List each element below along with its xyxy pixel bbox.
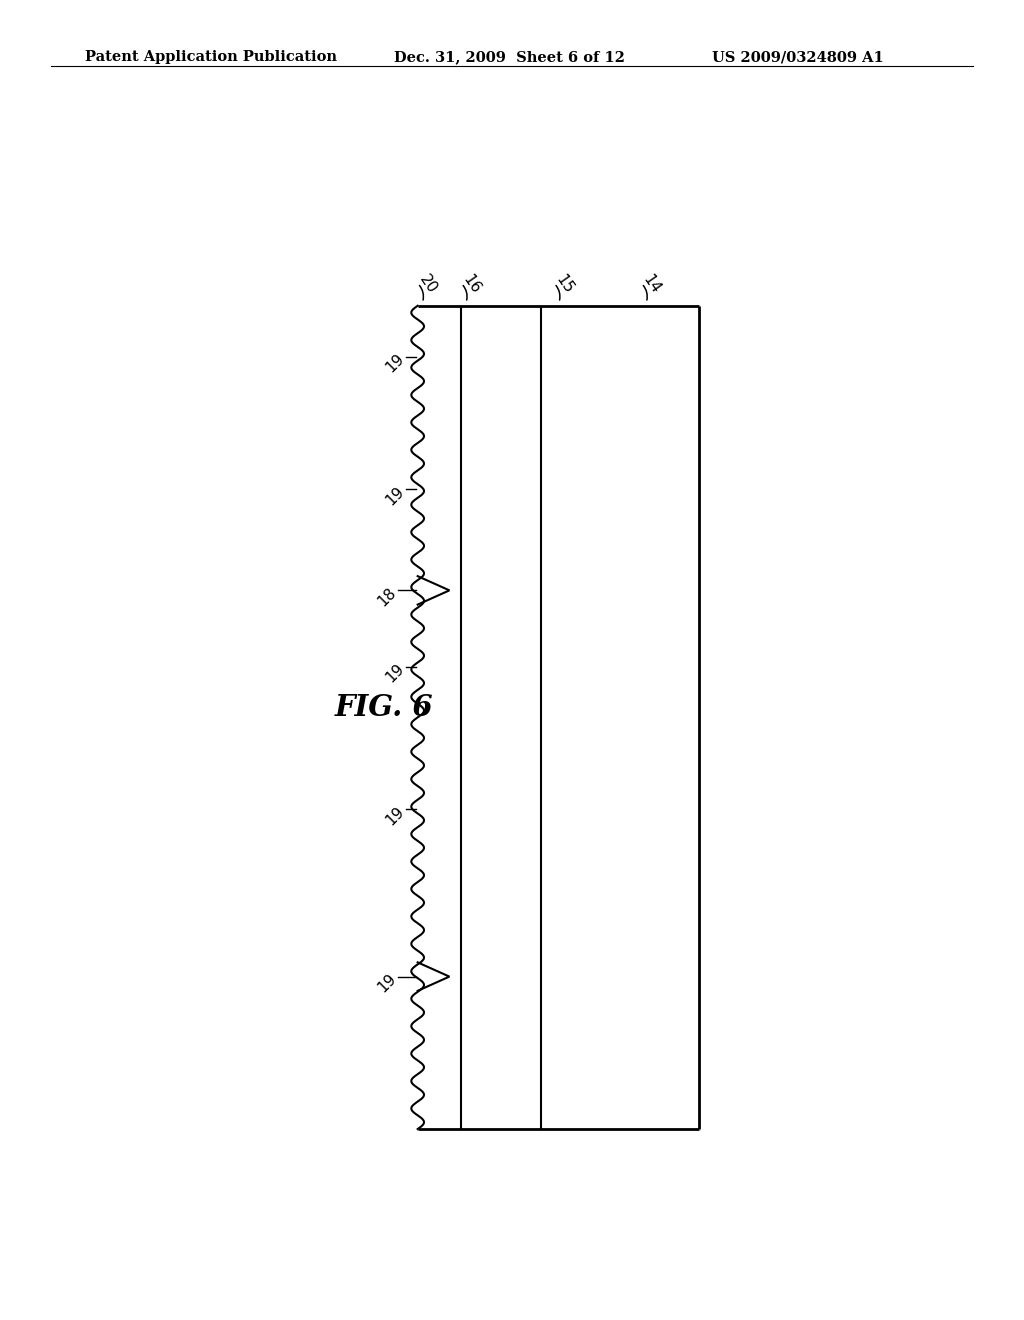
Text: US 2009/0324809 A1: US 2009/0324809 A1: [712, 50, 884, 65]
Text: Patent Application Publication: Patent Application Publication: [85, 50, 337, 65]
Text: 15: 15: [553, 272, 575, 296]
Text: 19: 19: [383, 483, 408, 508]
Text: 16: 16: [460, 272, 483, 296]
Text: Dec. 31, 2009  Sheet 6 of 12: Dec. 31, 2009 Sheet 6 of 12: [394, 50, 626, 65]
Text: 19: 19: [375, 972, 399, 995]
Text: 19: 19: [383, 351, 408, 376]
Text: 14: 14: [640, 272, 664, 296]
Text: 19: 19: [383, 804, 408, 828]
Text: 18: 18: [375, 585, 399, 610]
Text: FIG. 6: FIG. 6: [334, 693, 433, 722]
Text: 20: 20: [416, 272, 439, 296]
Text: 19: 19: [383, 661, 408, 685]
